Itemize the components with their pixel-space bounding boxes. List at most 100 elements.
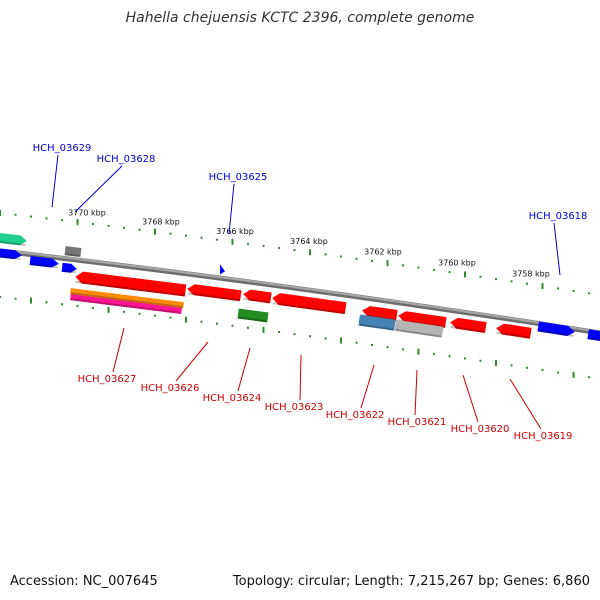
- tick-mark: [0, 296, 1, 298]
- tick-mark: [138, 312, 141, 315]
- forward-leader-line: [51, 154, 59, 208]
- tick-mark: [479, 275, 482, 278]
- reverse-feature-green-shadow: [238, 316, 267, 323]
- kbp-label: 3760 kbp: [438, 258, 476, 267]
- reverse-feature-red-7-shadow: [450, 325, 485, 333]
- tick-mark: [0, 210, 1, 216]
- reverse-feature-grey-body: [394, 319, 444, 338]
- forward-feature-blue-1: [0, 247, 22, 260]
- forward-feature-blue-1-body: [0, 247, 22, 260]
- reverse-leader-line: [414, 369, 418, 416]
- reverse-feature-red-7-body: [450, 317, 487, 333]
- forward-feature-teal-body: [0, 231, 27, 246]
- tick-mark: [386, 346, 389, 349]
- reverse-feature-grey-shadow: [395, 328, 442, 338]
- tick-mark: [340, 255, 342, 258]
- reverse-leader-line: [360, 364, 375, 409]
- reverse-gene-label: HCH_03620: [451, 424, 510, 435]
- forward-feature-teal-shadow: [0, 239, 26, 246]
- forward-gene-label: HCH_03629: [33, 143, 92, 154]
- tick-mark: [355, 341, 358, 344]
- kbp-labels: 3770 kbp 3768 kbp 3766 kbp 3764 kbp 3762 kbp…: [68, 208, 550, 278]
- tick-mark: [216, 322, 218, 325]
- tick-mark: [45, 217, 48, 220]
- tick-mark: [557, 371, 559, 374]
- reverse-feature-red-3-shadow: [243, 297, 270, 304]
- reverse-feature-pink-shadow: [71, 298, 181, 314]
- forward-leader-line: [228, 183, 235, 235]
- reverse-leader-line: [175, 341, 209, 382]
- tick-mark: [588, 292, 590, 295]
- accession-text: Accession: NC_007645: [10, 574, 158, 589]
- reverse-feature-orange-shadow: [71, 292, 183, 309]
- tick-mark: [92, 306, 94, 309]
- forward-feature-blue-3: [61, 262, 77, 274]
- reverse-gene-label: HCH_03623: [265, 402, 324, 413]
- forward-feature-blue-4-shadow: [538, 329, 574, 337]
- reverse-feature-red-8-shadow: [496, 331, 530, 339]
- tick-mark: [324, 253, 327, 256]
- tick-mark: [14, 213, 17, 216]
- tick-mark: [247, 242, 249, 245]
- forward-feature-blue-2-body: [29, 256, 59, 268]
- tick-mark: [107, 224, 110, 227]
- forward-feature-blue-3-shadow: [62, 269, 76, 274]
- tick-mark: [541, 283, 544, 290]
- tick-mark: [76, 219, 79, 226]
- tick-mark: [386, 260, 389, 267]
- reverse-feature-red-4: [272, 293, 347, 315]
- reverse-gene-label: HCH_03624: [203, 393, 262, 404]
- tick-mark: [371, 343, 373, 346]
- tick-mark: [309, 249, 311, 256]
- tick-mark: [76, 305, 79, 308]
- tick-mark: [231, 324, 234, 327]
- reverse-feature-grey: [394, 319, 444, 338]
- kbp-label: 3766 kbp: [216, 227, 254, 236]
- reverse-feature-red-8: [496, 323, 532, 339]
- forward-feature-grey-shadow: [65, 253, 80, 257]
- reverse-gene-label: HCH_03619: [514, 431, 573, 442]
- reverse-feature-orange-body: [70, 288, 184, 309]
- tick-mark: [495, 278, 497, 281]
- reverse-feature-red-4-shadow: [272, 302, 345, 314]
- kbp-label: 3768 kbp: [142, 217, 180, 226]
- reverse-feature-steel: [358, 314, 396, 331]
- tick-mark: [45, 301, 48, 304]
- tick-mark: [262, 326, 265, 333]
- reverse-feature-red-8-body: [496, 323, 532, 339]
- reverse-feature-red-2: [187, 284, 242, 302]
- forward-feature-blue-5-body: [587, 329, 600, 342]
- tick-mark: [557, 287, 559, 290]
- reverse-feature-red-3: [243, 289, 272, 304]
- tick-mark: [185, 234, 187, 237]
- tick-mark: [123, 310, 125, 313]
- reverse-feature-red-1: [75, 271, 187, 297]
- tick-mark: [433, 268, 435, 271]
- tick-marks: [0, 210, 590, 379]
- forward-gene-label: HCH_03628: [97, 154, 156, 165]
- reverse-gene-label: HCH_03626: [141, 383, 200, 394]
- tick-mark: [402, 348, 404, 351]
- tick-mark: [30, 215, 32, 218]
- forward-feature-teal: [0, 231, 27, 246]
- forward-feature-blue-1-shadow: [0, 254, 21, 260]
- backbone-highlight: [0, 249, 600, 333]
- forward-feature-blue-2-shadow: [30, 263, 58, 269]
- reverse-feature-orange: [70, 288, 184, 309]
- kbp-label: 3762 kbp: [364, 248, 402, 257]
- tick-mark: [247, 326, 249, 329]
- reverse-leader-line: [112, 327, 125, 373]
- forward-leader-line: [74, 165, 123, 213]
- genome-stats-text: Topology: circular; Length: 7,215,267 bp…: [232, 574, 590, 589]
- tick-mark: [510, 280, 513, 283]
- tick-mark: [293, 333, 296, 336]
- reverse-feature-pink-body: [70, 294, 182, 314]
- reverse-feature-red-2-body: [187, 284, 242, 302]
- reverse-feature-red-6-body: [398, 311, 447, 329]
- tick-mark: [371, 259, 373, 262]
- reverse-gene-label: HCH_03622: [326, 410, 385, 421]
- tick-mark: [464, 271, 466, 278]
- tick-mark: [61, 219, 63, 222]
- tick-mark: [526, 366, 528, 369]
